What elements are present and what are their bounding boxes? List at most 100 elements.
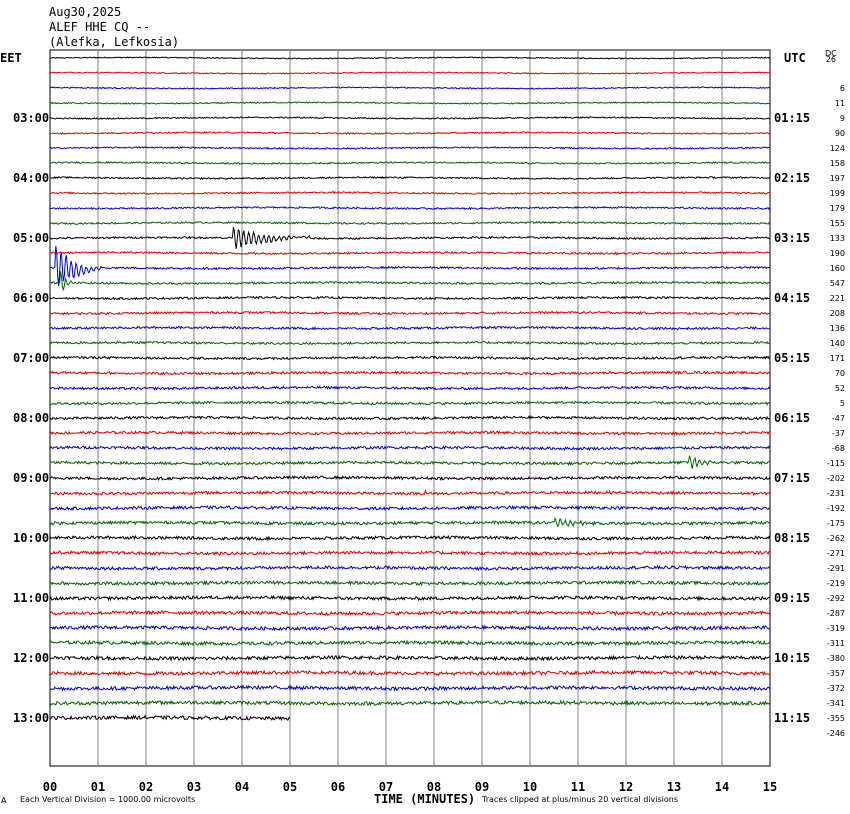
trace-line — [49, 684, 771, 692]
dc-offset-label: -192 — [827, 504, 845, 513]
dc-offset-label: -287 — [827, 609, 845, 618]
trace-line — [49, 504, 771, 512]
trace-line — [49, 86, 770, 90]
right-timezone-label: UTC — [784, 51, 806, 65]
right-hour-labels: 01:15 02:15 03:15 04:15 05:15 06:15 07:15 08:15… — [774, 111, 810, 725]
x-tick-labels: 00 01 02 03 04 05 06 07 08 09 10 11 12 13 14 15 — [43, 780, 777, 794]
trace-line — [49, 699, 771, 707]
dc-offset-label: -372 — [827, 684, 845, 693]
trace-line — [49, 220, 771, 226]
dc-offset-label: 133 — [830, 234, 845, 243]
x-tick-label: 05 — [283, 780, 297, 794]
x-tick-label: 01 — [91, 780, 105, 794]
right-hour-label: 06:15 — [774, 411, 810, 425]
dc-offset-label: 140 — [830, 339, 845, 348]
right-hour-label: 09:15 — [774, 591, 810, 605]
trace-line — [49, 654, 771, 662]
dc-offset-label: 5 — [840, 399, 845, 408]
right-hour-label: 02:15 — [774, 171, 810, 185]
left-hour-label: 06:00 — [13, 291, 49, 305]
trace-line — [49, 205, 771, 211]
trace-line — [49, 445, 771, 451]
dc-offset-label: -355 — [827, 714, 845, 723]
dc-offset-label: -219 — [827, 579, 845, 588]
trace-line — [49, 517, 771, 528]
trace-line — [49, 146, 771, 150]
trace-line — [49, 71, 771, 75]
trace-line — [50, 340, 771, 346]
dc-offset-label: 179 — [830, 204, 845, 213]
dc-offset-label: -231 — [827, 489, 845, 498]
dc-offset-label: 9 — [840, 114, 845, 123]
trace-line — [49, 271, 771, 291]
left-hour-label: 07:00 — [13, 351, 49, 365]
right-hour-label: 03:15 — [774, 231, 810, 245]
trace-line — [49, 310, 771, 316]
dc-offset-label: 6 — [840, 84, 845, 93]
left-hour-label: 04:00 — [13, 171, 49, 185]
trace-line — [49, 488, 771, 497]
trace-line — [49, 370, 771, 376]
date-label: Aug30,2025 — [49, 5, 121, 19]
trace-line — [49, 295, 771, 301]
trace-line — [49, 579, 771, 587]
grid — [49, 49, 771, 767]
trace-line — [49, 564, 771, 572]
right-hour-label: 05:15 — [774, 351, 810, 365]
trace-line — [49, 246, 771, 287]
dc-offset-labels: 26 6 11 9 90 124 158 197 199 179 155 133 190 160 547 22… — [826, 55, 845, 738]
dc-offset-label: 90 — [835, 129, 845, 138]
trace-line — [49, 475, 771, 481]
trace-line — [49, 176, 771, 181]
left-hour-label: 03:00 — [13, 111, 49, 125]
left-hour-label: 10:00 — [13, 531, 49, 545]
dc-offset-label: 70 — [835, 369, 845, 378]
dc-offset-label: 221 — [830, 294, 845, 303]
right-hour-label: 10:15 — [774, 651, 810, 665]
x-tick-label: 08 — [427, 780, 441, 794]
x-tick-label: 04 — [235, 780, 249, 794]
trace-line — [50, 101, 771, 105]
trace-line — [49, 455, 771, 469]
dc-offset-label: 199 — [830, 189, 845, 198]
scale-note: Each Vertical Division = 1000.00 microvo… — [20, 795, 195, 804]
dc-offset-label: -319 — [827, 624, 845, 633]
dc-offset-label: -115 — [827, 459, 845, 468]
dc-offset-label: -68 — [832, 444, 845, 453]
clip-note: Traces clipped at plus/minus 20 vertical… — [481, 795, 678, 804]
x-tick-label: 11 — [571, 780, 585, 794]
x-tick-label: 03 — [187, 780, 201, 794]
dc-offset-label: 11 — [835, 99, 845, 108]
station-label: ALEF HHE CQ -- — [49, 20, 150, 34]
dc-offset-label: -37 — [832, 429, 845, 438]
right-hour-label: 08:15 — [774, 531, 810, 545]
x-tick-label: 15 — [763, 780, 777, 794]
trace-line — [49, 250, 771, 256]
dc-offset-label: -341 — [827, 699, 845, 708]
dc-offset-label: 171 — [830, 354, 845, 363]
right-hour-label: 11:15 — [774, 711, 810, 725]
trace-line — [49, 609, 771, 617]
trace-line — [49, 226, 770, 249]
left-hour-label: 13:00 — [13, 711, 49, 725]
dc-offset-label: 155 — [830, 219, 845, 228]
trace-line — [49, 714, 291, 722]
x-tick-label: 00 — [43, 780, 57, 794]
left-hour-label: 11:00 — [13, 591, 49, 605]
left-hour-labels: 03:00 04:00 05:00 06:00 07:00 08:00 09:00 10:00… — [13, 111, 49, 725]
right-hour-label: 07:15 — [774, 471, 810, 485]
plot-frame — [49, 49, 771, 767]
dc-offset-label: 52 — [835, 384, 845, 393]
dc-offset-label: 547 — [830, 279, 845, 288]
trace-line — [49, 624, 771, 632]
dc-offset-label: -262 — [827, 534, 845, 543]
dc-offset-label: 26 — [826, 55, 836, 64]
dc-offset-label: -291 — [827, 564, 845, 573]
dc-offset-label: -311 — [827, 639, 845, 648]
dc-offset-label: -271 — [827, 549, 845, 558]
x-tick-label: 09 — [475, 780, 489, 794]
trace-line — [50, 639, 771, 647]
left-timezone-label: EET — [0, 51, 22, 65]
trace-line — [49, 160, 771, 165]
dc-offset-label: 124 — [830, 144, 845, 153]
